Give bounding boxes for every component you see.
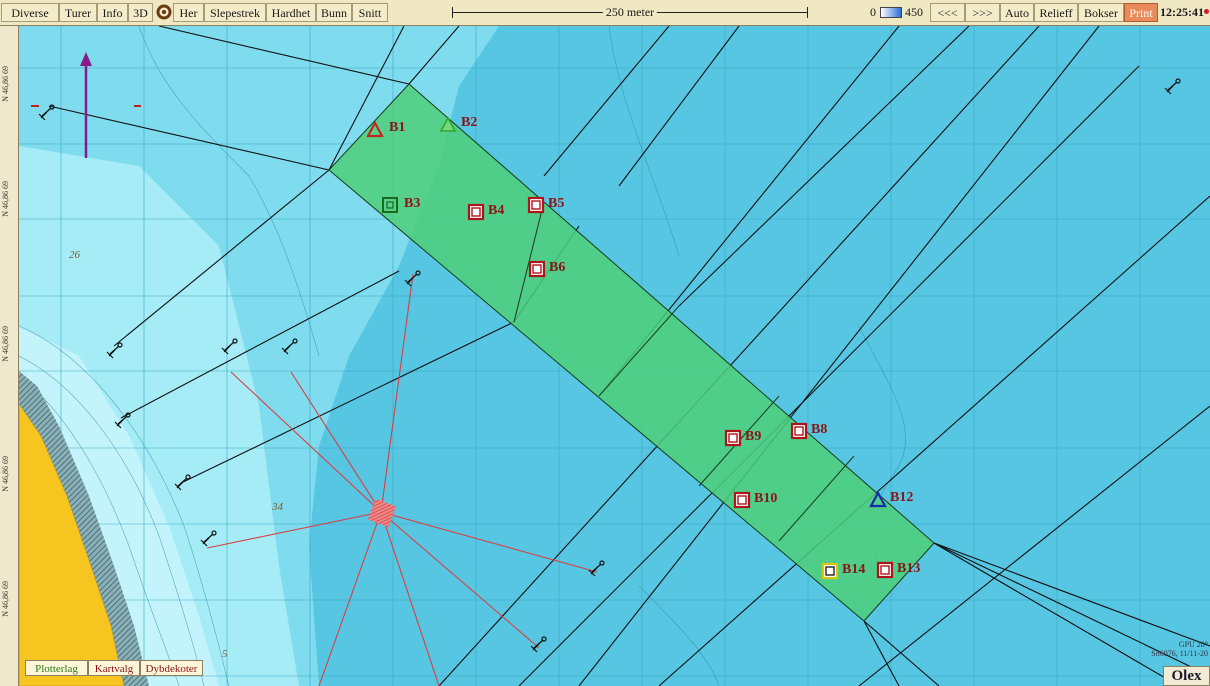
top-toolbar: Diverse Turer Info 3D Her Slepestrek Har… [0, 0, 1210, 26]
depth-scale-min: 0 [870, 5, 876, 19]
waypoint-symbols [366, 116, 894, 580]
relieff-button[interactable]: Relieff [1034, 3, 1078, 22]
clock: 12:25:41 [1160, 5, 1204, 19]
tow-tracks [48, 26, 1210, 686]
auto-button[interactable]: Auto [1000, 3, 1034, 22]
tab-plotterlag[interactable]: Plotterlag [25, 660, 88, 676]
waypoint-label: B3 [404, 196, 421, 211]
waypoint-b13-symbol[interactable] [876, 561, 894, 579]
gpu-info: GPU 28° [1178, 640, 1208, 649]
waypoint-label: B6 [549, 260, 566, 275]
scale-bar-right-tick [807, 7, 808, 18]
waypoint-b4-symbol[interactable] [467, 203, 485, 221]
depth-number: 5 [222, 648, 228, 660]
turer-button[interactable]: Turer [59, 3, 97, 22]
waypoint-b14-symbol[interactable] [821, 562, 839, 580]
latitude-label: N 46,86 69 [1, 581, 10, 617]
diverse-button[interactable]: Diverse [1, 3, 59, 22]
3d-button[interactable]: 3D [128, 3, 153, 22]
tab-kartvalg[interactable]: Kartvalg [88, 660, 140, 676]
target-icon[interactable] [156, 4, 172, 20]
depth-gradient [880, 7, 902, 18]
chart-grid [19, 26, 1210, 686]
waypoint-b8-symbol[interactable] [790, 422, 808, 440]
info-button[interactable]: Info [97, 3, 128, 22]
waypoint-label: B9 [745, 429, 762, 444]
waypoint-label: B12 [890, 490, 914, 505]
waypoint-b6-symbol[interactable] [528, 260, 546, 278]
bokser-button[interactable]: Bokser [1078, 3, 1124, 22]
latitude-ruler: N 46,86 69 N 46,86 69 N 46,86 69 N 46,86… [0, 26, 19, 686]
snitt-button[interactable]: Snitt [352, 3, 388, 22]
waypoint-b1-symbol[interactable] [366, 120, 384, 138]
waypoint-b10-symbol[interactable] [733, 491, 751, 509]
latitude-label: N 46,86 69 [1, 326, 10, 362]
waypoint-b2-symbol[interactable] [439, 116, 457, 132]
waypoint-b9-symbol[interactable] [724, 429, 742, 447]
latitude-label: N 46,86 69 [1, 66, 10, 102]
land [19, 403, 125, 686]
route-lines [206, 273, 598, 686]
depth-number: 26 [69, 249, 80, 261]
bunn-button[interactable]: Bunn [316, 3, 352, 22]
waypoint-label: B5 [548, 196, 565, 211]
latitude-label: N 46,86 69 [1, 456, 10, 492]
waypoint-label: B14 [842, 562, 866, 577]
slepestrek-button[interactable]: Slepestrek [204, 3, 266, 22]
waypoint-label: B13 [897, 561, 921, 576]
olex-logo: Olex [1163, 666, 1210, 686]
chart-canvas[interactable] [19, 26, 1210, 686]
depth-scale-max: 450 [905, 5, 923, 19]
previous-button[interactable]: <<< [930, 3, 965, 22]
waypoint-label: B1 [389, 120, 406, 135]
waypoint-label: B8 [811, 422, 828, 437]
scale-bar-label: 250 meter [602, 3, 658, 22]
waypoint-label: B2 [461, 115, 478, 130]
next-button[interactable]: >>> [965, 3, 1000, 22]
scale-bar: 250 meter [452, 3, 808, 22]
depth-number: 34 [272, 501, 283, 513]
her-button[interactable]: Her [173, 3, 204, 22]
print-button[interactable]: Print [1124, 3, 1158, 22]
tab-dybdekoter[interactable]: Dybdekoter [140, 660, 203, 676]
waypoint-label: B10 [754, 491, 778, 506]
waypoint-b3-symbol[interactable] [382, 197, 398, 213]
depth-contours [19, 26, 906, 686]
waypoint-label: B4 [488, 203, 505, 218]
latitude-label: N 46,86 69 [1, 181, 10, 217]
status-dot-icon [1204, 9, 1209, 14]
north-arrow-icon [31, 52, 141, 158]
anchor-markers [38, 78, 1181, 653]
scale-bar-left-tick [452, 7, 453, 18]
waypoint-b5-symbol[interactable] [527, 196, 545, 214]
hardhet-button[interactable]: Hardhet [266, 3, 316, 22]
chart-map[interactable]: B1 B2 B3 B4 B5 B6 B8 B9 B10 B12 B13 B14 … [19, 26, 1210, 686]
route-hub[interactable] [367, 498, 397, 528]
waypoint-b12-symbol[interactable] [869, 490, 887, 508]
serial-info: Sn6076, 11/11-20 [1151, 649, 1208, 658]
